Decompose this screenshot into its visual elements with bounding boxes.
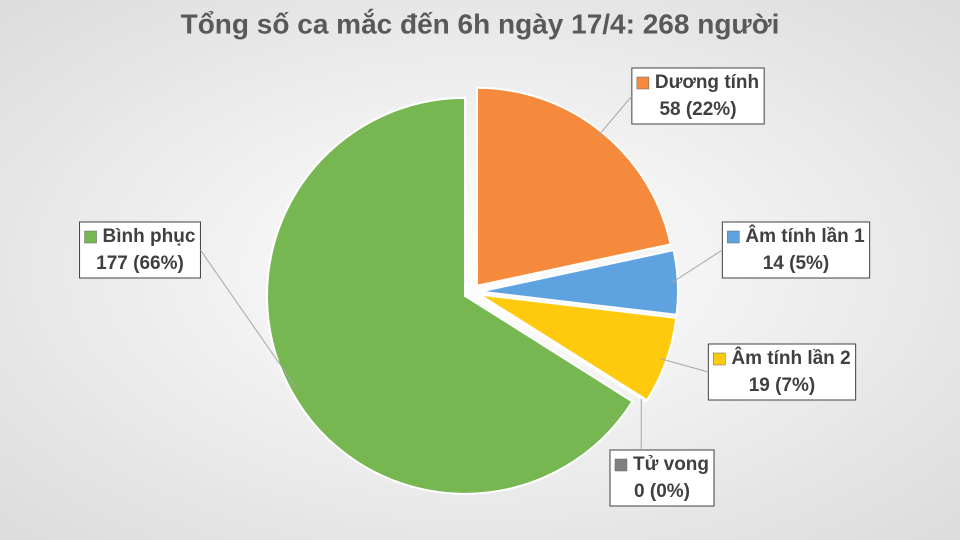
pie-slice (478, 295, 647, 403)
slices (266, 86, 679, 495)
chart-title: Tổng số ca mắc đến 6h ngày 17/4: 268 ngư… (181, 8, 780, 39)
label-box (631, 67, 765, 125)
leader-line (660, 358, 709, 373)
data-label: Dương tính 58 (22%) (631, 67, 765, 125)
data-label: Âm tính lần 2 19 (7%) (707, 343, 857, 401)
data-label: Tử vong 0 (0%) (609, 449, 715, 507)
value-label: 58 (22%) (659, 99, 736, 120)
data-label: Bình phục 177 (66%) (79, 221, 201, 279)
legend-swatch (84, 230, 97, 244)
value-label: 19 (7%) (749, 375, 816, 396)
leader-line (671, 249, 723, 284)
label-box (79, 221, 201, 279)
data-label: Âm tính lần 1 14 (5%) (721, 221, 871, 279)
legend-label: Bình phục (103, 226, 196, 247)
legend-swatch (713, 352, 726, 366)
legend-label: Âm tính lần 1 (745, 225, 865, 247)
legend-swatch (727, 230, 740, 244)
value-label: 177 (66%) (96, 253, 184, 274)
value-label: 14 (5%) (763, 253, 830, 274)
legend-swatch (636, 76, 650, 90)
label-box (707, 343, 857, 401)
legend-label: Dương tính (655, 72, 759, 93)
pie-slice (266, 96, 634, 495)
leader-line (597, 95, 633, 137)
leader-line (200, 249, 298, 389)
legend-label: Âm tính lần 2 (731, 347, 850, 369)
legend-label: Tử vong (633, 454, 709, 475)
label-box (721, 221, 871, 279)
pie-slice (479, 248, 679, 316)
value-label: 0 (0%) (634, 481, 690, 502)
label-box (609, 449, 715, 507)
legend-swatch (614, 458, 628, 472)
